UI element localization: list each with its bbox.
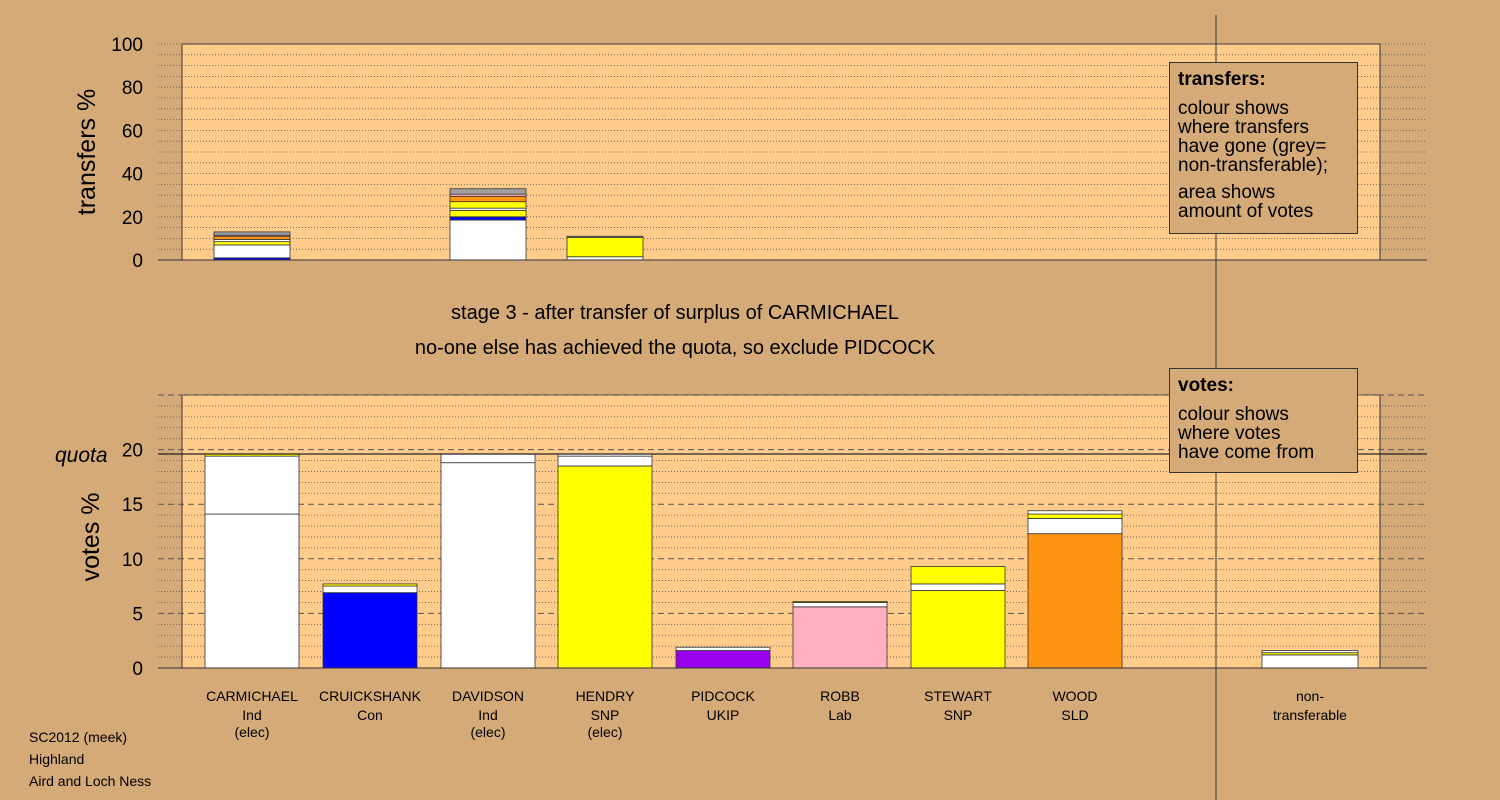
transfers-tick-label: 60 — [122, 121, 143, 142]
votes-legend: votes: colour shows where votes have com… — [1169, 368, 1358, 473]
transfer-segment — [449, 216, 527, 221]
candidate-name: CRUICKSHANK — [319, 688, 422, 704]
candidate-party: SLD — [1061, 707, 1088, 723]
footer-election: SC2012 (meek) — [29, 729, 128, 745]
stage-line-2: no-one else has achieved the quota, so e… — [414, 337, 936, 359]
candidate-name: PIDCOCK — [691, 688, 755, 704]
votes-tick-label: 15 — [122, 495, 143, 516]
candidate-party: Lab — [828, 707, 852, 723]
transfers-tick-label: 20 — [122, 208, 143, 229]
candidate-party: Ind — [478, 707, 497, 723]
votes-legend-line: colour shows — [1178, 404, 1289, 425]
transfer-segment — [449, 219, 527, 261]
transfers-tick-label: 40 — [122, 165, 143, 186]
vote-segment — [322, 585, 418, 594]
vote-segment — [910, 566, 1006, 585]
transfer-segment — [213, 231, 291, 236]
footer-ward: Aird and Loch Ness — [29, 773, 152, 789]
transfer-segment — [449, 188, 527, 195]
vote-segment — [557, 455, 653, 467]
vote-segment — [1027, 513, 1123, 519]
vote-segment — [910, 583, 1006, 591]
candidate-status: (elec) — [234, 724, 269, 740]
candidate-party: Con — [357, 707, 383, 723]
nontransferable-label: non- — [1296, 688, 1324, 704]
votes-tick-label: 0 — [132, 659, 143, 680]
transfer-segment — [213, 235, 291, 240]
candidate-name: STEWART — [924, 688, 992, 704]
candidate-party: UKIP — [707, 707, 740, 723]
transfers-tick-label: 80 — [122, 78, 143, 99]
vote-segment — [675, 646, 771, 651]
transfers-legend-line: where transfers — [1178, 117, 1309, 138]
votes-legend-line: where votes — [1178, 423, 1281, 444]
vote-segment — [440, 453, 536, 464]
candidate-name: WOOD — [1052, 688, 1097, 704]
vote-segment — [1027, 517, 1123, 535]
transfers-legend-line: have gone (grey= — [1178, 136, 1327, 157]
candidate-party: SNP — [944, 707, 973, 723]
votes-legend-line: have come from — [1178, 442, 1315, 463]
vote-segment — [910, 590, 1006, 669]
transfers-legend-line: amount of votes — [1178, 201, 1314, 222]
candidate-status: (elec) — [470, 724, 505, 740]
nontransferable-segment — [1261, 650, 1359, 654]
vote-segment — [1027, 510, 1123, 515]
vote-segment — [322, 592, 418, 669]
transfer-segment — [213, 241, 291, 246]
vote-segment — [204, 513, 300, 669]
transfers-tick-label: 0 — [132, 251, 143, 272]
transfers-tick-label: 100 — [111, 35, 143, 56]
transfers-legend-title: transfers: — [1178, 69, 1266, 90]
transfers-legend: transfers: colour shows where transfers … — [1169, 62, 1358, 234]
transfer-segment — [449, 195, 527, 203]
nontransferable-label: transferable — [1273, 707, 1347, 723]
votes-legend-title: votes: — [1178, 375, 1234, 396]
transfer-segment — [449, 209, 527, 218]
candidate-name: HENDRY — [576, 688, 636, 704]
vote-segment — [792, 600, 888, 603]
vote-segment — [792, 602, 888, 608]
transfer-segment — [449, 201, 527, 209]
transfers-axis-title: transfers % — [73, 89, 101, 215]
footer: SC2012 (meek) Highland Aird and Loch Nes… — [29, 726, 151, 792]
candidate-name: CARMICHAEL — [206, 688, 298, 704]
nontransferable-segment — [1261, 654, 1359, 669]
transfer-segment — [566, 235, 644, 238]
candidate-party: SNP — [591, 707, 620, 723]
votes-tick-label: 5 — [132, 604, 143, 625]
transfers-legend-line: area shows — [1178, 182, 1276, 203]
votes-tick-label: 20 — [122, 441, 143, 462]
vote-segment — [204, 455, 300, 515]
candidate-party: Ind — [242, 707, 261, 723]
stage-line-1: stage 3 - after transfer of surplus of C… — [451, 302, 899, 324]
votes-axis-title: votes % — [77, 492, 105, 581]
quota-label: quota — [55, 444, 108, 467]
candidate-name: DAVIDSON — [452, 688, 524, 704]
footer-council: Highland — [29, 751, 85, 767]
transfers-legend-line: non-transferable); — [1178, 155, 1328, 176]
candidate-status: (elec) — [587, 724, 622, 740]
votes-tick-label: 10 — [122, 550, 143, 571]
vote-segment — [792, 606, 888, 669]
transfer-segment — [566, 236, 644, 258]
vote-segment — [1027, 533, 1123, 669]
vote-segment — [322, 583, 418, 587]
vote-segment — [675, 650, 771, 669]
candidate-name: ROBB — [820, 688, 860, 704]
vote-segment — [440, 462, 536, 669]
transfer-segment — [213, 244, 291, 259]
transfers-legend-line: colour shows — [1178, 98, 1289, 119]
vote-segment — [557, 465, 653, 669]
